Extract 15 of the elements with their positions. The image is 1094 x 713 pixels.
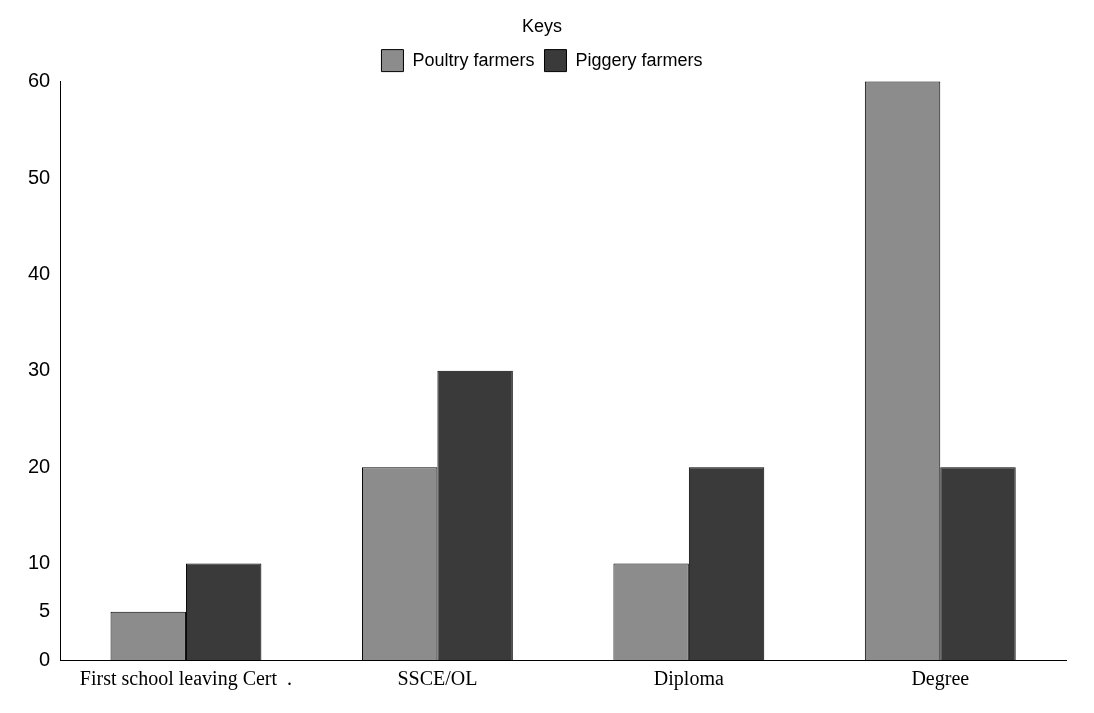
x-tick-label: Degree	[911, 667, 970, 691]
y-tick-label: 20	[28, 454, 51, 477]
y-tick-label: 50	[28, 165, 51, 188]
y-tick-label: 30	[28, 358, 51, 381]
y-tick-label: 0	[39, 647, 51, 670]
legend-label: Piggery farmers	[575, 49, 703, 70]
y-tick-label: 5	[39, 599, 51, 622]
y-tick-label: 10	[28, 551, 51, 574]
x-tick-label: First school leaving Cert .	[79, 667, 293, 691]
y-tick-label: 40	[28, 261, 51, 284]
legend-title: Keys	[521, 15, 563, 36]
x-tick-label: SSCE/OL	[397, 667, 478, 690]
y-tick-label: 60	[28, 69, 51, 92]
x-tick-label: Diploma	[653, 667, 724, 691]
legend-label: Poultry farmers	[412, 49, 535, 70]
